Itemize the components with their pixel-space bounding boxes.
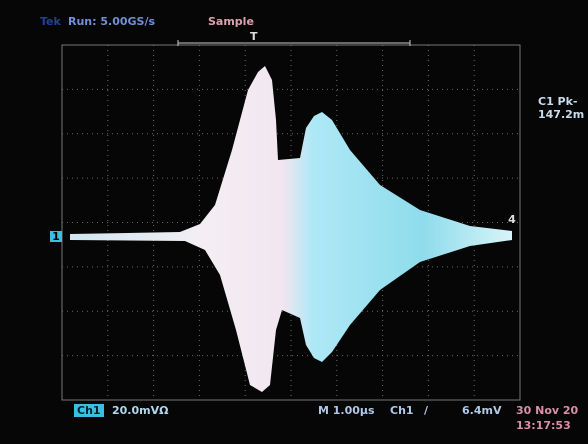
footer-channel: Ch1 [77, 404, 101, 417]
oscilloscope-screen: 1 4 Tek Run: 5.00GS/s Sample T C1 Pk- 14… [0, 0, 588, 444]
footer-timebase: M 1.00µs [318, 404, 375, 417]
footer-trigger-source: Ch1 [390, 404, 414, 417]
footer-trigger-level: 6.4mV [462, 404, 502, 417]
channel-marker-label: 1 [52, 230, 60, 243]
trigger-marker: T [250, 30, 258, 43]
footer-scale: 20.0mVΩ [112, 404, 169, 417]
level-marker: 4 [508, 213, 516, 226]
footer-date: 30 Nov 20 [516, 404, 579, 417]
mode: Sample [208, 15, 254, 28]
footer-time: 13:17:53 [516, 419, 571, 432]
brand: Tek [40, 15, 62, 28]
measurement-label: C1 Pk- [538, 95, 578, 108]
status: Run: 5.00GS/s [68, 15, 155, 28]
measurement-value: 147.2m [538, 108, 584, 121]
